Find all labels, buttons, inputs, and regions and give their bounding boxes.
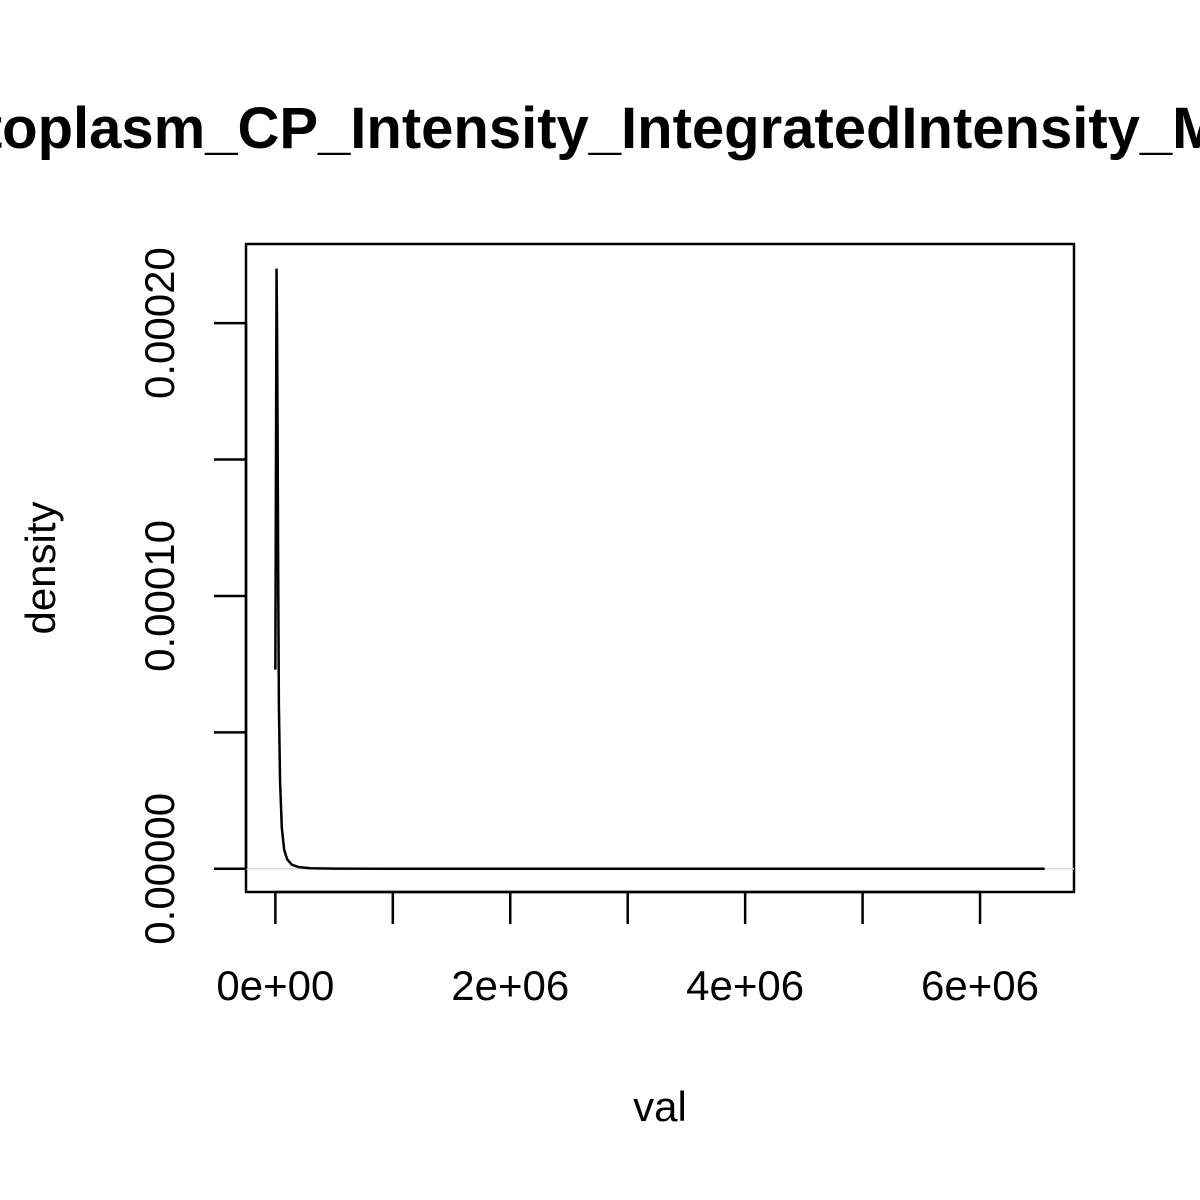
- y-axis-label: density: [17, 501, 64, 634]
- x-tick-label: 6e+06: [921, 962, 1039, 1009]
- y-tick-label: 0.00020: [136, 247, 183, 399]
- y-tick-label: 0.00010: [136, 520, 183, 672]
- density-curve: [274, 268, 1045, 871]
- x-axis: 0e+00 2e+06 4e+06 6e+06: [216, 890, 1039, 1009]
- x-axis-label: val: [633, 1083, 687, 1130]
- x-tick-label: 2e+06: [451, 962, 569, 1009]
- y-axis: 0.00000 0.00010 0.00020: [136, 247, 248, 945]
- y-tick-label: 0.00000: [136, 793, 183, 945]
- x-tick-label: 4e+06: [686, 962, 804, 1009]
- x-tick-label: 0e+00: [216, 962, 334, 1009]
- plot-frame: [244, 242, 1076, 894]
- chart-title: Cytoplasm_CP_Intensity_IntegratedIntensi…: [0, 96, 1200, 161]
